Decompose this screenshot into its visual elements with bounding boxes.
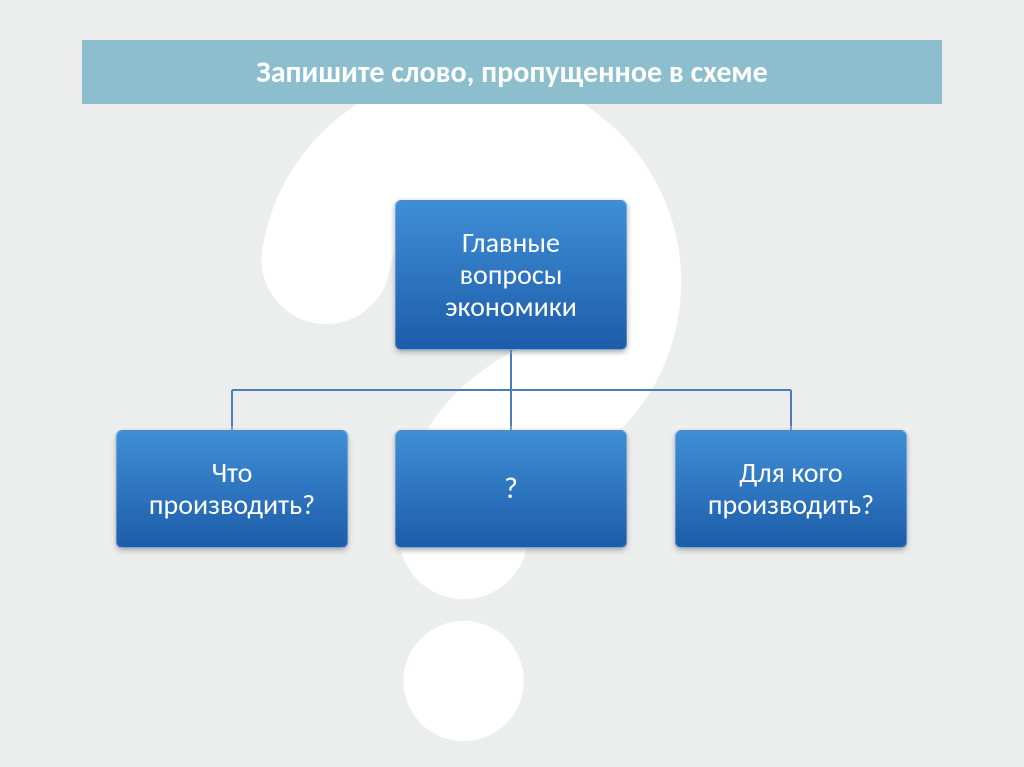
tree-node-child2: ? [395, 430, 627, 548]
slide-title: Запишите слово, пропущенное в схеме [82, 40, 942, 104]
slide-title-text: Запишите слово, пропущенное в схеме [256, 54, 768, 91]
tree-node-label: Для кого производить? [708, 457, 874, 521]
tree-node-child1: Что производить? [116, 430, 348, 548]
tree-connectors [0, 0, 1024, 767]
tree-node-label: ? [504, 472, 518, 507]
tree-node-root: Главные вопросы экономики [395, 200, 627, 350]
tree-node-child3: Для кого производить? [675, 430, 907, 548]
tree-node-label: Главные вопросы экономики [445, 227, 577, 324]
tree-node-label: Что производить? [149, 457, 315, 521]
question-mark-bg [0, 0, 1024, 767]
